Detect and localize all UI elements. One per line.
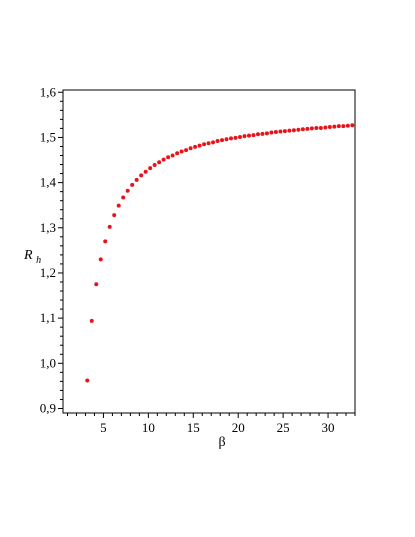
y-tick-label: 1,0 — [40, 355, 56, 370]
data-points — [85, 123, 355, 383]
data-point — [309, 126, 314, 131]
data-point — [197, 143, 202, 148]
data-point — [314, 125, 319, 130]
data-point — [143, 169, 148, 174]
data-point — [273, 130, 278, 135]
x-tick-label: 5 — [100, 420, 107, 435]
data-point — [211, 140, 216, 145]
data-point — [184, 148, 189, 153]
data-point — [229, 136, 234, 141]
y-axis-label-main: R — [23, 248, 33, 263]
data-point — [130, 182, 135, 187]
data-point — [193, 144, 198, 149]
y-tick-label: 1,2 — [40, 265, 56, 280]
data-point — [94, 282, 99, 287]
data-point — [323, 125, 328, 130]
data-point — [237, 134, 242, 139]
y-tick-label: 1,5 — [40, 129, 56, 144]
x-tick-label: 15 — [187, 420, 200, 435]
x-tick-label: 30 — [322, 420, 335, 435]
data-point — [116, 203, 121, 208]
x-tick-label: 10 — [142, 420, 155, 435]
x-tick-label: 20 — [232, 420, 245, 435]
data-point — [224, 137, 229, 142]
data-point — [175, 151, 180, 156]
data-point — [305, 126, 310, 131]
data-point — [246, 133, 251, 138]
data-point — [242, 134, 247, 139]
plot-frame — [62, 89, 356, 414]
data-point — [233, 135, 238, 140]
data-point — [139, 173, 144, 178]
x-tick-label: 25 — [277, 420, 290, 435]
data-point — [107, 224, 112, 229]
data-point — [188, 146, 193, 151]
data-point — [341, 124, 346, 129]
data-point — [220, 138, 225, 143]
y-axis-ticks — [58, 91, 63, 409]
data-point — [332, 124, 337, 129]
data-point — [345, 123, 350, 128]
data-point — [206, 141, 211, 146]
data-point — [125, 188, 130, 193]
data-point — [103, 239, 108, 244]
data-point — [170, 153, 175, 158]
data-point — [291, 128, 296, 133]
y-tick-label: 1,3 — [40, 220, 56, 235]
y-axis-tick-labels: 0,9 1,0 1,1 1,2 1,3 1,4 1,5 1,6 — [40, 84, 57, 415]
data-point — [300, 127, 305, 132]
data-point — [350, 123, 355, 128]
y-tick-label: 1,6 — [40, 84, 57, 99]
data-point — [282, 129, 287, 134]
data-point — [336, 124, 341, 129]
data-point — [152, 162, 157, 167]
data-point — [121, 195, 126, 200]
x-axis-label: β — [218, 435, 225, 450]
y-tick-label: 1,4 — [40, 175, 57, 190]
data-point — [148, 166, 153, 171]
data-point — [318, 125, 323, 130]
data-point — [134, 177, 139, 182]
data-point — [161, 157, 166, 162]
data-point — [215, 139, 220, 144]
data-point — [269, 130, 274, 135]
data-point — [98, 257, 103, 262]
data-point — [202, 142, 207, 147]
data-point — [287, 128, 292, 133]
x-axis-ticks — [66, 413, 356, 418]
x-axis-tick-labels: 5 10 15 20 25 30 — [100, 420, 334, 435]
data-point — [179, 149, 184, 154]
data-point — [85, 378, 90, 383]
data-point — [260, 131, 265, 136]
y-tick-label: 0,9 — [40, 400, 56, 415]
y-axis-label-subscript: h — [36, 255, 41, 266]
data-point — [327, 125, 332, 130]
data-point — [278, 129, 283, 134]
data-point — [112, 213, 117, 218]
y-axis-label: R h — [23, 248, 41, 266]
data-point — [255, 132, 260, 137]
data-point — [89, 318, 94, 323]
data-point — [157, 160, 162, 165]
y-tick-label: 1,1 — [40, 310, 56, 325]
data-point — [296, 127, 301, 132]
data-point — [251, 133, 256, 138]
data-point — [166, 155, 171, 160]
data-point — [264, 131, 269, 136]
